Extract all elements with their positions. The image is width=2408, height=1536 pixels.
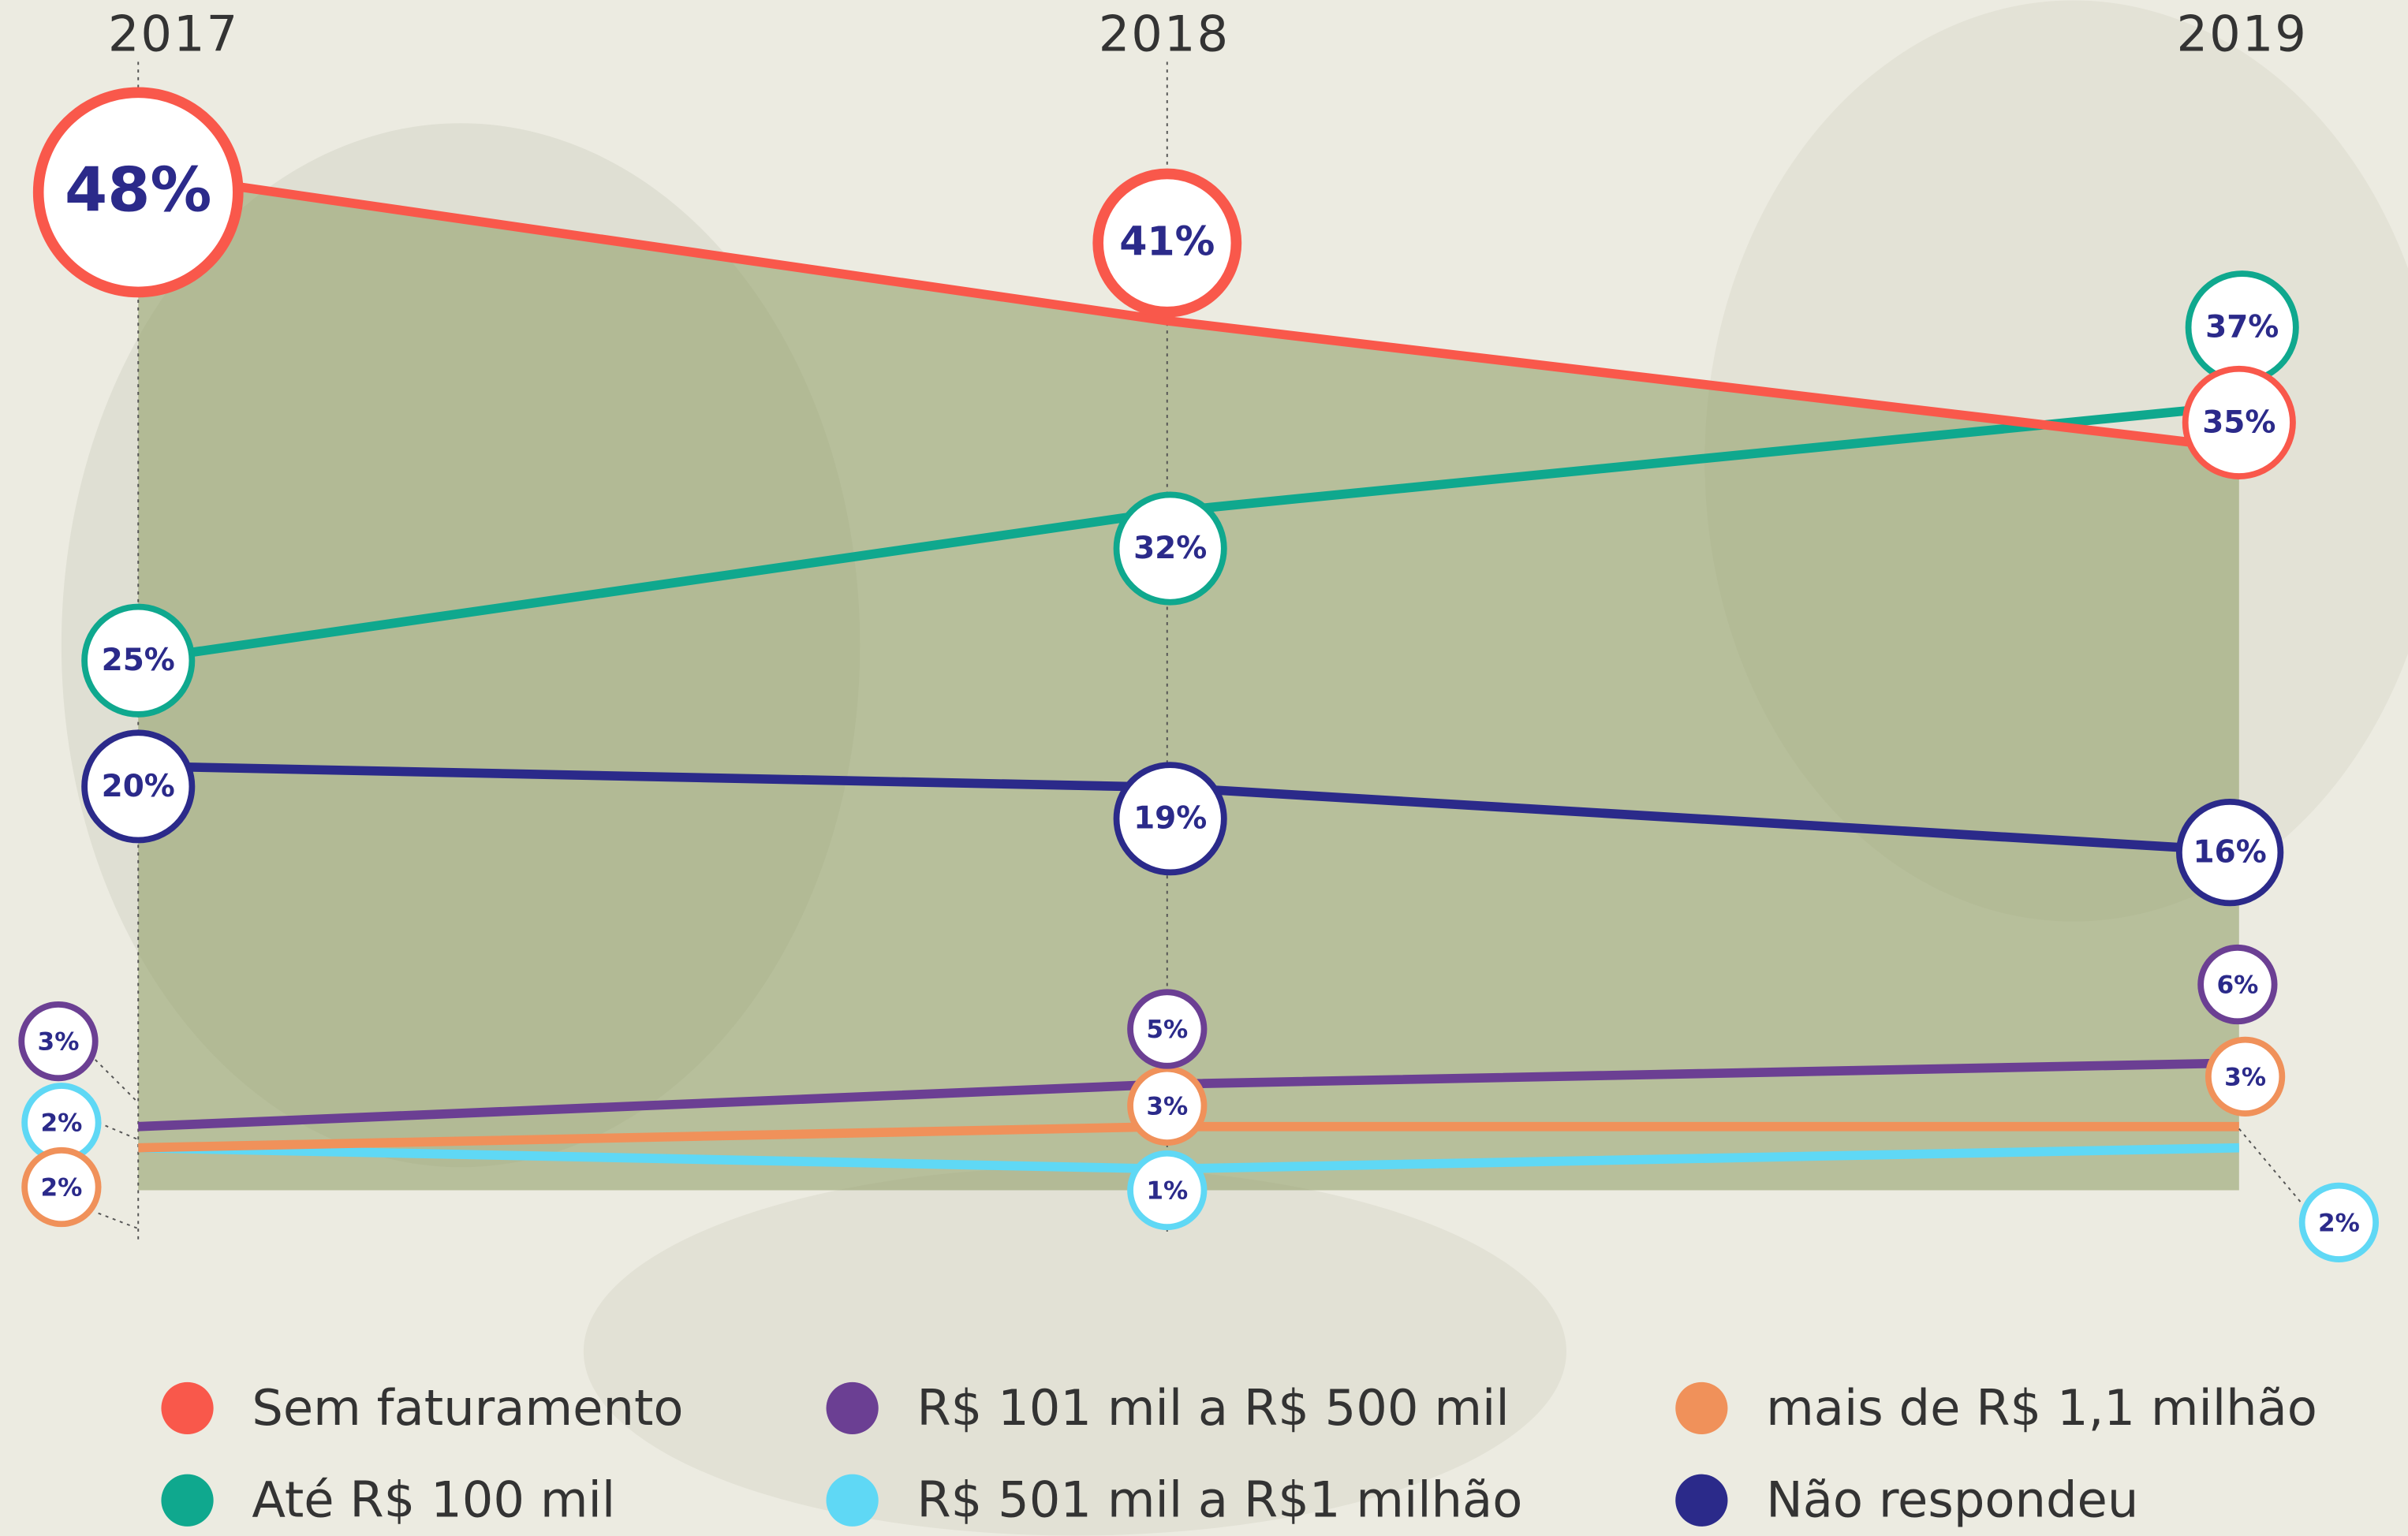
series-line	[137, 167, 2240, 453]
leader-line	[95, 1059, 139, 1104]
value-badge	[1127, 1150, 1208, 1231]
value-label: 20%	[102, 769, 175, 804]
legend-label: Sem faturamento	[252, 1379, 683, 1437]
value-badge	[2197, 944, 2278, 1025]
value-label: 32%	[1133, 531, 1207, 566]
value-label: 2%	[40, 1173, 82, 1202]
x-tick-label: 2017	[108, 5, 239, 62]
value-badge	[2175, 798, 2284, 907]
area-shade	[138, 172, 2239, 1191]
value-label: 2%	[2318, 1209, 2360, 1237]
value-badge	[1127, 989, 1208, 1069]
value-badge	[1113, 762, 1227, 876]
background-foliage	[583, 1167, 1567, 1536]
value-label: 25%	[102, 643, 175, 678]
value-label: 41%	[1119, 218, 1215, 265]
value-label: 6%	[2216, 971, 2258, 999]
value-badge	[81, 603, 196, 718]
value-label: 5%	[1146, 1016, 1188, 1044]
value-badge	[1113, 491, 1227, 606]
value-badge	[2182, 365, 2296, 479]
value-badge	[21, 1146, 102, 1228]
legend-swatch	[1675, 1381, 1728, 1435]
value-badge	[18, 1001, 99, 1082]
leader-line	[2238, 1128, 2305, 1206]
value-label: 37%	[2205, 310, 2279, 345]
legend-label: R$ 101 mil a R$ 500 mil	[917, 1379, 1509, 1437]
value-badge	[2298, 1182, 2380, 1262]
value-badge	[81, 729, 196, 844]
legend-swatch	[161, 1474, 214, 1527]
legend-label: Até R$ 100 mil	[252, 1471, 615, 1529]
legend-swatch	[161, 1381, 214, 1435]
value-label: 3%	[2224, 1063, 2266, 1091]
x-tick-label: 2018	[1099, 5, 1230, 62]
value-label: 35%	[2202, 405, 2275, 440]
value-label: 19%	[1133, 801, 1207, 837]
value-label: 2%	[40, 1109, 82, 1138]
legend-swatch	[826, 1381, 879, 1435]
legend-label: mais de R$ 1,1 milhão	[1766, 1379, 2317, 1437]
legend-swatch	[826, 1474, 879, 1527]
x-tick-label: 2019	[2177, 5, 2308, 62]
value-label: 3%	[38, 1028, 80, 1057]
legend-label: Não respondeu	[1766, 1471, 2138, 1529]
value-badge	[32, 87, 244, 298]
value-label: 1%	[1146, 1176, 1188, 1205]
value-label: 16%	[2193, 835, 2267, 871]
value-label: 48%	[65, 155, 211, 226]
value-badge	[2205, 1036, 2286, 1117]
legend-label: R$ 501 mil a R$1 milhão	[917, 1471, 1522, 1529]
legend-swatch	[1675, 1474, 1728, 1527]
value-badge	[1092, 168, 1242, 318]
value-label: 3%	[1146, 1092, 1188, 1120]
